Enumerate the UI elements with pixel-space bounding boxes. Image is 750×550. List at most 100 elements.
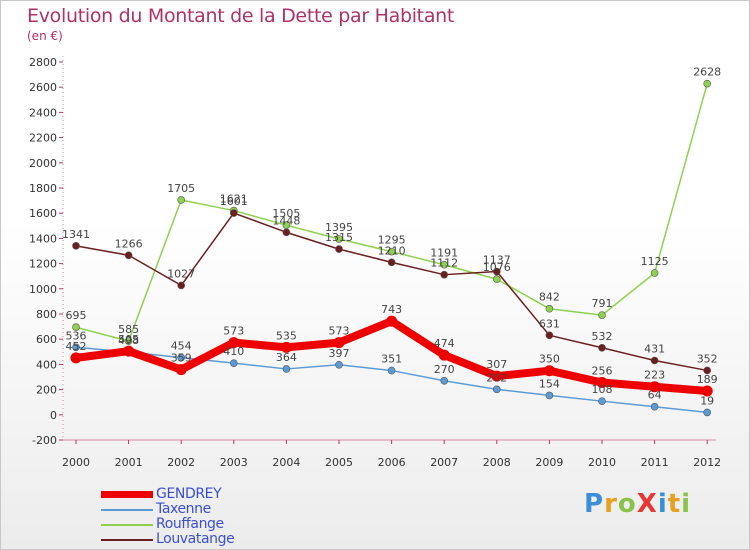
data-point-taxenne — [72, 343, 80, 352]
x-tick-label: 2004 — [272, 456, 300, 469]
data-point-rouffange — [598, 311, 606, 319]
y-tick-label: 2400 — [29, 106, 57, 119]
data-label-rouffange: 1395 — [325, 221, 353, 234]
data-point-louvatange — [598, 343, 606, 352]
y-tick-label: 1800 — [29, 182, 57, 195]
data-label-louvatange: 532 — [592, 330, 613, 343]
data-label-louvatange: 1266 — [115, 237, 143, 250]
data-label-gendrey: 452 — [66, 340, 87, 353]
data-label-gendrey: 573 — [329, 325, 350, 338]
data-label-rouffange: 791 — [592, 297, 613, 310]
data-label-louvatange: 431 — [644, 342, 665, 355]
legend-label-gendrey: GENDREY — [156, 486, 222, 502]
data-label-louvatange: 1027 — [167, 267, 195, 280]
data-point-louvatange — [230, 209, 238, 217]
data-point-louvatange — [72, 242, 80, 250]
data-point-louvatange — [124, 251, 133, 260]
data-label-taxenne: 108 — [592, 383, 613, 396]
data-label-louvatange: 631 — [539, 317, 560, 330]
data-point-taxenne — [598, 397, 606, 405]
data-label-taxenne: 536 — [66, 329, 87, 342]
data-label-rouffange: 1621 — [220, 193, 248, 206]
data-label-rouffange: 695 — [66, 309, 87, 322]
data-point-rouffange — [335, 235, 343, 243]
data-point-gendrey — [649, 381, 661, 393]
data-point-rouffange — [124, 337, 133, 345]
x-tick-label: 2012 — [693, 456, 721, 469]
data-point-louvatange — [440, 270, 449, 279]
data-label-louvatange: 1601 — [220, 195, 248, 208]
legend-label-louvatange: Louvatange — [156, 531, 235, 547]
y-tick-label: 200 — [36, 384, 57, 397]
data-point-rouffange — [703, 79, 712, 88]
data-point-taxenne — [335, 360, 343, 369]
x-tick-label: 2009 — [535, 456, 563, 469]
y-tick-label: 400 — [36, 358, 57, 371]
data-point-gendrey — [123, 345, 135, 357]
data-point-gendrey — [543, 365, 555, 377]
data-label-louvatange: 1210 — [378, 244, 406, 257]
data-label-taxenne: 64 — [648, 389, 662, 402]
data-label-rouffange: 842 — [539, 291, 560, 304]
data-point-louvatange — [387, 258, 396, 267]
data-label-taxenne: 498 — [118, 334, 139, 347]
data-label-rouffange: 1076 — [483, 261, 511, 274]
data-label-louvatange: 1448 — [272, 214, 300, 227]
x-tick-label: 2008 — [483, 456, 511, 469]
data-point-louvatange — [492, 267, 501, 276]
data-label-louvatange: 1137 — [483, 254, 511, 267]
data-label-taxenne: 202 — [486, 371, 507, 384]
y-tick-label: 1200 — [29, 258, 57, 271]
data-point-taxenne — [545, 391, 554, 400]
data-point-gendrey — [596, 377, 608, 389]
data-point-taxenne — [177, 353, 185, 362]
data-label-taxenne: 351 — [381, 353, 402, 366]
data-label-rouffange: 1705 — [167, 182, 195, 195]
x-tick-label: 2010 — [588, 456, 616, 469]
x-tick-label: 2000 — [62, 456, 90, 469]
data-label-gendrey: 359 — [171, 352, 192, 365]
data-point-rouffange — [72, 323, 80, 332]
data-point-taxenne — [230, 359, 238, 367]
data-point-rouffange — [387, 247, 396, 256]
y-tick-label: 1000 — [29, 283, 57, 296]
data-label-taxenne: 364 — [276, 351, 297, 364]
y-tick-label: 600 — [36, 333, 57, 346]
x-tick-label: 2003 — [220, 456, 248, 469]
data-point-rouffange — [177, 196, 185, 204]
x-tick-label: 2001 — [115, 456, 143, 469]
data-label-taxenne: 454 — [171, 340, 192, 353]
data-point-taxenne — [440, 376, 449, 385]
data-point-taxenne — [282, 365, 291, 373]
legend-swatch-taxenne — [101, 509, 153, 511]
data-label-taxenne: 397 — [329, 347, 350, 360]
legend-swatch-rouffange — [101, 524, 153, 526]
data-label-taxenne: 270 — [434, 363, 455, 376]
data-label-gendrey: 189 — [697, 373, 718, 386]
data-point-taxenne — [492, 385, 501, 394]
x-tick-label: 2005 — [325, 456, 353, 469]
data-label-louvatange: 1341 — [62, 228, 90, 241]
data-label-gendrey: 474 — [434, 337, 455, 350]
data-point-taxenne — [650, 402, 659, 411]
y-tick-label: 0 — [50, 409, 57, 422]
data-point-gendrey — [228, 337, 240, 349]
data-point-rouffange — [545, 304, 554, 313]
legend-label-taxenne: Taxenne — [156, 501, 211, 517]
data-point-rouffange — [492, 275, 501, 284]
x-tick-label: 2011 — [641, 456, 669, 469]
chart-unit: (en €) — [27, 29, 63, 43]
y-tick-label: 2800 — [29, 56, 57, 69]
y-tick-label: 1400 — [29, 232, 57, 245]
data-point-louvatange — [650, 356, 659, 365]
data-label-gendrey: 350 — [539, 353, 560, 366]
data-label-rouffange: 585 — [118, 323, 139, 336]
data-label-louvatange: 1315 — [325, 231, 353, 244]
y-tick-label: -200 — [32, 434, 57, 447]
data-label-rouffange: 1125 — [641, 255, 669, 268]
data-label-rouffange: 1505 — [272, 207, 300, 220]
x-tick-label: 2007 — [430, 456, 458, 469]
data-label-rouffange: 2628 — [693, 66, 721, 79]
y-tick-label: 800 — [36, 308, 57, 321]
x-tick-label: 2002 — [167, 456, 195, 469]
